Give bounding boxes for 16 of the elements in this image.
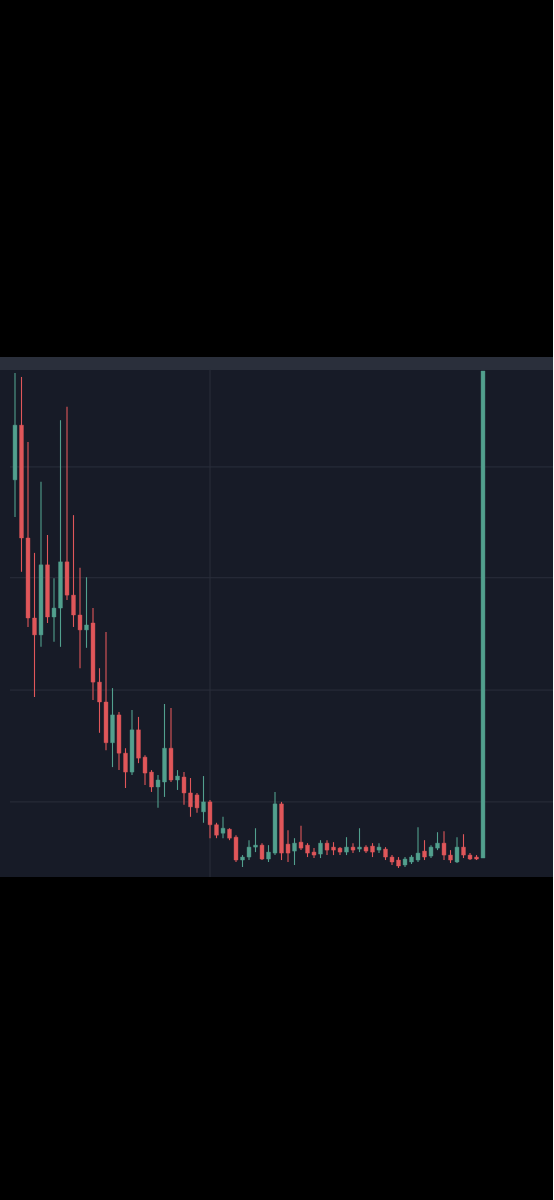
candlestick bbox=[312, 847, 317, 859]
candlestick bbox=[195, 792, 200, 814]
candlestick bbox=[357, 827, 362, 853]
candlestick bbox=[455, 836, 460, 864]
candlestick bbox=[292, 837, 297, 866]
candlestick bbox=[377, 842, 382, 854]
candlestick bbox=[221, 816, 226, 839]
candlestick bbox=[416, 826, 421, 863]
candlestick bbox=[351, 842, 356, 854]
candlestick bbox=[201, 775, 206, 824]
candlestick bbox=[234, 834, 239, 863]
candlestick bbox=[175, 769, 180, 791]
candlestick bbox=[84, 576, 89, 649]
candlestick bbox=[286, 829, 291, 863]
candlestick bbox=[422, 839, 427, 861]
candlestick bbox=[78, 567, 83, 669]
